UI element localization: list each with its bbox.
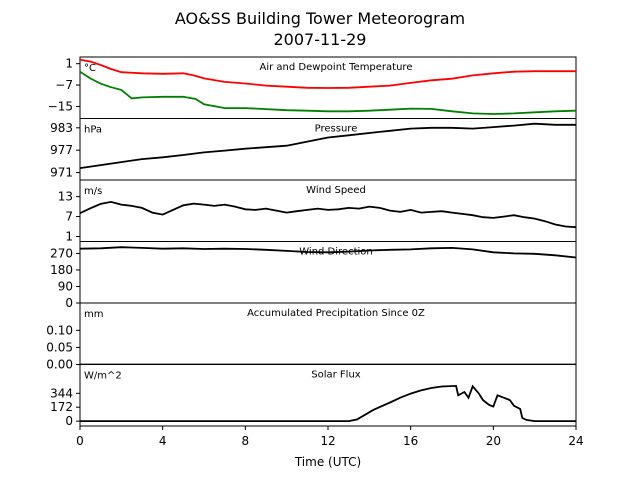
y-tick-label: 172 [50,400,73,414]
y-tick-label: 7 [65,210,73,224]
panel-title: Air and Dewpoint Temperature [260,62,413,73]
x-axis-label: Time (UTC) [294,455,361,469]
series-line-3-0 [80,246,576,259]
y-tick-label: 0.05 [46,340,73,354]
unit-label: °C [84,63,96,74]
x-tick-label: 8 [242,434,250,448]
panel-1: 983 977 971 hPa Pressure [50,118,577,181]
y-tick-label: 1 [65,57,73,71]
y-tick-label: 983 [50,121,73,135]
x-tick-label: 4 [159,434,167,448]
y-tick-label: −15 [48,99,73,113]
panel-title: Accumulated Precipitation Since 0Z [247,308,425,319]
panel-2: 13 7 1 m/s Wind Speed [58,179,577,244]
series-line-0-1 [80,70,576,115]
y-tick-label: 270 [50,246,73,260]
y-tick-label: 180 [50,263,73,277]
series-line-1-0 [80,122,576,169]
unit-label: mm [84,309,103,320]
series-line-5-0 [80,384,576,422]
unit-label: W/m^2 [84,371,122,382]
y-tick-label: 344 [50,386,73,400]
x-tick-label: 24 [568,434,583,448]
unit-label: hPa [84,125,102,136]
panel-title: Solar Flux [311,370,361,381]
panel-title: Wind Speed [306,185,366,196]
x-tick-label: 0 [76,434,84,448]
y-tick-label: 0.10 [46,323,73,337]
y-tick-label: 0.00 [46,358,73,372]
x-tick-label: 16 [403,434,418,448]
x-tick-label: 12 [320,434,335,448]
y-tick-label: 0 [65,296,73,310]
chart-subtitle: 2007-11-29 [274,30,367,49]
y-tick-label: 971 [50,166,73,180]
y-tick-label: −7 [55,78,73,92]
panel-0: 1 −7 −15 °C Air and Dewpoint Temperature [48,56,577,119]
series-line-0-0 [80,58,576,89]
panel-4: 0.10 0.05 0.00 mm Accumulated Precipitation … [46,302,577,372]
panel-title: Wind Direction [299,247,373,258]
panel-3: 270 180 90 0 Wind Direction [50,241,577,310]
y-tick-label: 90 [58,279,73,293]
y-tick-label: 977 [50,143,73,157]
unit-label: m/s [84,186,102,197]
panel-title: Pressure [315,124,358,135]
x-tick-label: 20 [486,434,501,448]
y-tick-label: 1 [65,230,73,244]
y-tick-label: 13 [58,190,73,204]
series-line-2-0 [80,200,576,229]
y-tick-label: 0 [65,414,73,428]
chart-title: AO&SS Building Tower Meteorogram [175,9,465,28]
